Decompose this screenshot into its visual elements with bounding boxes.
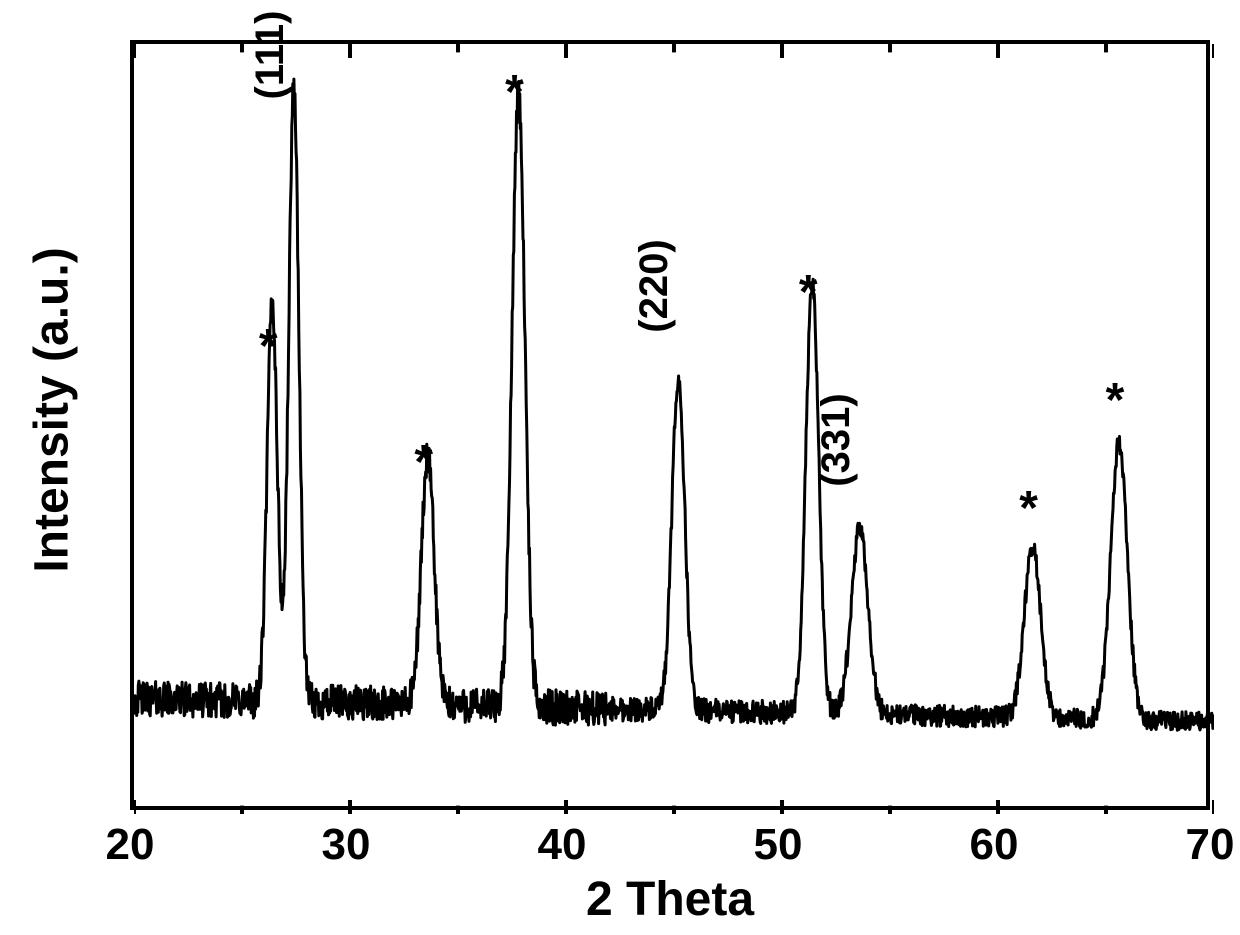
x-tick-label: 40 — [538, 820, 587, 870]
x-tick-label: 50 — [754, 820, 803, 870]
x-tick-label: 60 — [970, 820, 1019, 870]
star-label: * — [259, 323, 278, 371]
y-axis-label: Intensity (a.u.) — [25, 247, 80, 572]
star-label: * — [799, 269, 818, 317]
hkl-label: (111) — [250, 11, 290, 100]
x-tick-label: 20 — [106, 820, 155, 870]
xrd-line-plot — [134, 44, 1214, 814]
star-label: * — [1019, 485, 1038, 533]
hkl-label: (220) — [634, 240, 674, 333]
star-label: * — [414, 439, 433, 487]
x-tick-label: 70 — [1186, 820, 1235, 870]
star-label: * — [1106, 377, 1125, 425]
x-tick-label: 30 — [322, 820, 371, 870]
hkl-label: (331) — [816, 394, 856, 487]
plot-area — [130, 40, 1210, 810]
x-axis-label: 2 Theta — [586, 872, 754, 927]
xrd-trace — [134, 79, 1214, 730]
xrd-figure: Intensity (a.u.) 2 Theta 20 30 40 50 60 70 * (1… — [0, 0, 1240, 935]
star-label: * — [505, 69, 524, 117]
